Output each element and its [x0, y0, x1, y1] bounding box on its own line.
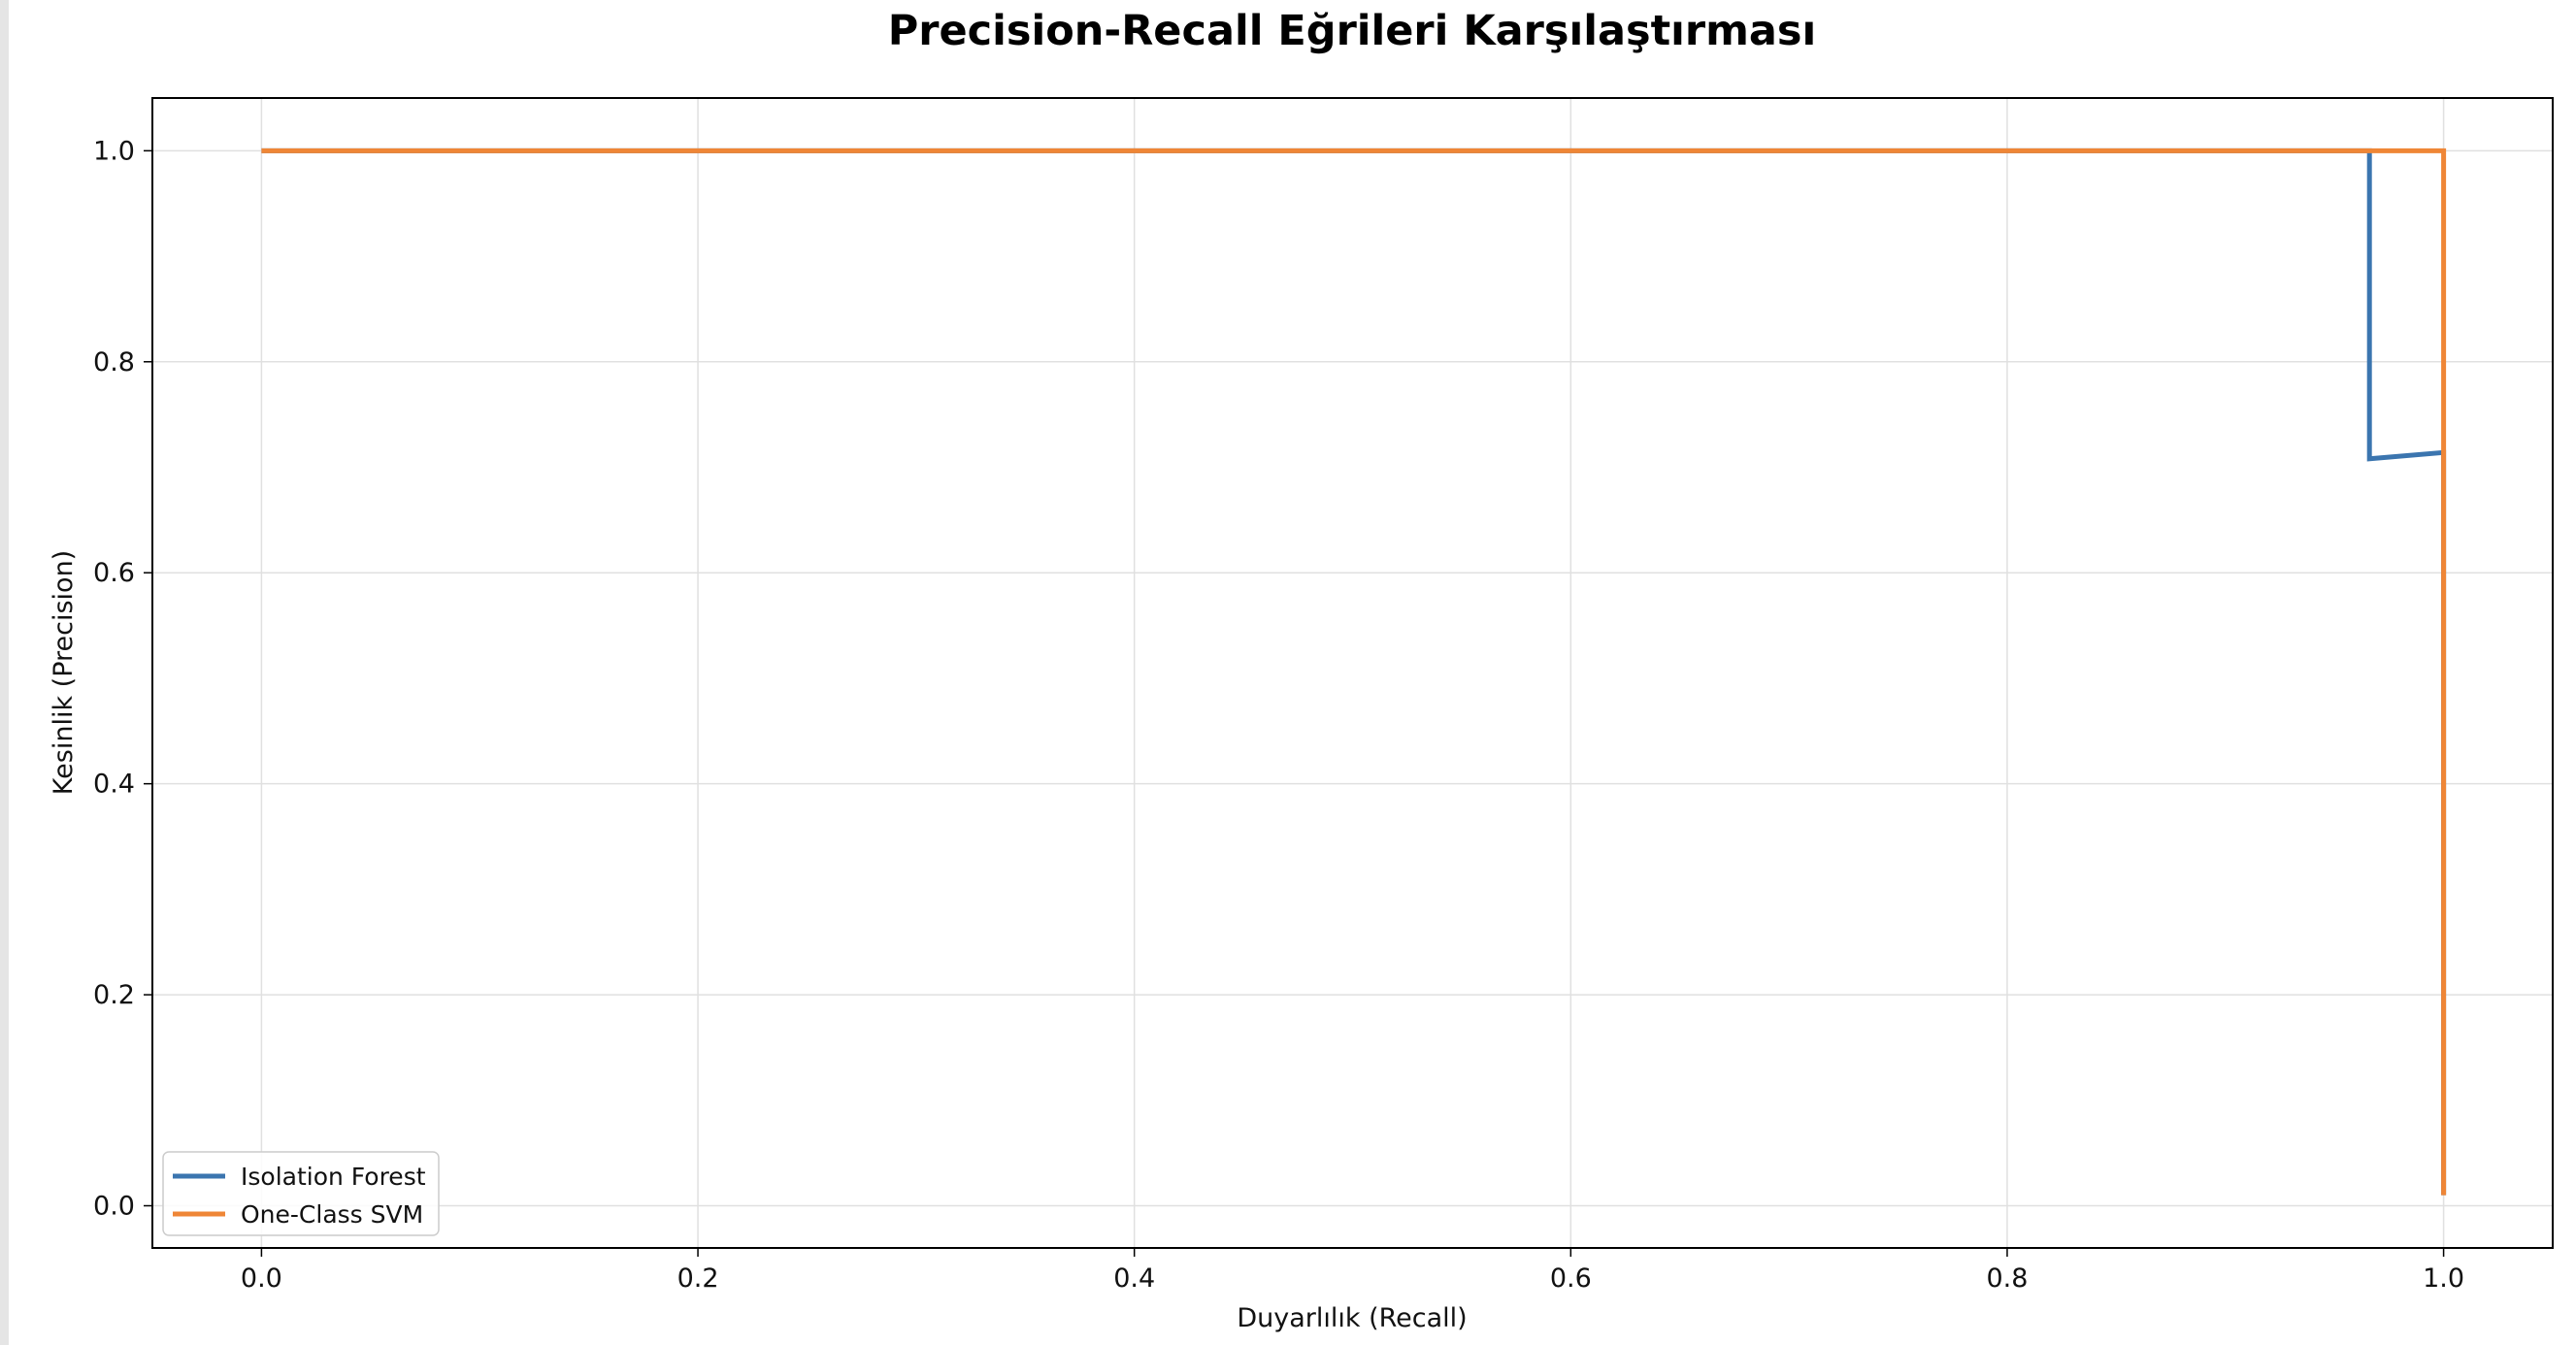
y-tick-label: 1.0 — [93, 136, 135, 166]
x-axis-ticks: 0.0 0.2 0.4 0.6 0.8 1.0 — [241, 1248, 2464, 1294]
y-tick-label: 0.8 — [93, 347, 135, 377]
x-tick-label: 0.8 — [1986, 1263, 2028, 1294]
legend-label-isolation-forest: Isolation Forest — [241, 1163, 426, 1191]
x-axis-label: Duyarlılık (Recall) — [1237, 1303, 1467, 1333]
y-axis-label: Kesinlik (Precision) — [49, 550, 79, 795]
x-tick-label: 0.0 — [241, 1263, 282, 1294]
legend: Isolation Forest One-Class SVM — [162, 1151, 440, 1236]
x-tick-label: 1.0 — [2423, 1263, 2464, 1294]
x-tick-label: 0.2 — [677, 1263, 719, 1294]
x-tick-label: 0.6 — [1550, 1263, 1592, 1294]
y-tick-label: 0.6 — [93, 558, 135, 588]
y-tick-label: 0.0 — [93, 1192, 135, 1222]
y-tick-label: 0.2 — [93, 980, 135, 1010]
left-gutter — [0, 0, 9, 1345]
series-lines — [261, 148, 2447, 1196]
plot-frame — [151, 97, 2554, 1249]
x-tick-label: 0.4 — [1113, 1263, 1155, 1294]
legend-box — [162, 1151, 440, 1236]
chart-title: Precision-Recall Eğrileri Karşılaştırmas… — [888, 7, 1816, 55]
y-tick-label: 0.4 — [93, 770, 135, 800]
grid-lines — [152, 98, 2553, 1248]
series-line-isolation-forest — [261, 148, 2447, 1196]
y-axis-ticks: 0.0 0.2 0.4 0.6 0.8 1.0 — [93, 136, 152, 1222]
legend-label-one-class-svm: One-Class SVM — [241, 1200, 423, 1229]
series-line-one-class-svm — [261, 148, 2447, 1196]
